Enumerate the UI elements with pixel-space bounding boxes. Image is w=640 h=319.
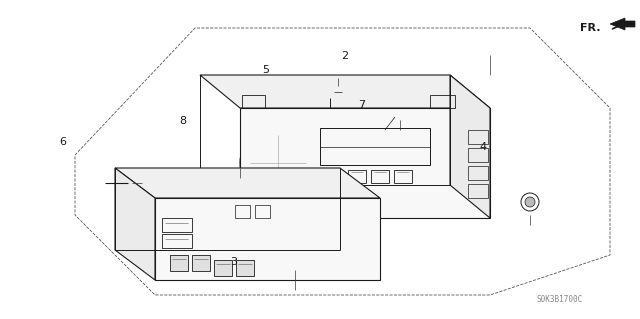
Text: S0K3B1700C: S0K3B1700C — [537, 295, 583, 305]
Polygon shape — [155, 198, 380, 280]
Polygon shape — [115, 168, 155, 280]
Text: 3: 3 — [230, 256, 237, 267]
Polygon shape — [214, 260, 232, 276]
Circle shape — [448, 159, 460, 171]
Circle shape — [335, 133, 341, 139]
Circle shape — [129, 180, 135, 186]
Polygon shape — [170, 255, 188, 271]
Text: 4: 4 — [479, 142, 487, 152]
Text: 5: 5 — [262, 65, 269, 75]
Text: 8: 8 — [179, 116, 186, 126]
Text: 6: 6 — [60, 137, 66, 147]
Circle shape — [525, 197, 535, 207]
Text: FR.: FR. — [580, 23, 600, 33]
Polygon shape — [610, 18, 635, 30]
Text: 7: 7 — [358, 100, 365, 110]
Polygon shape — [192, 255, 210, 271]
Polygon shape — [450, 75, 490, 218]
Text: 2: 2 — [340, 51, 348, 61]
Polygon shape — [240, 108, 490, 218]
Polygon shape — [115, 168, 380, 198]
Circle shape — [270, 155, 286, 171]
Polygon shape — [236, 260, 254, 276]
Polygon shape — [200, 75, 490, 108]
